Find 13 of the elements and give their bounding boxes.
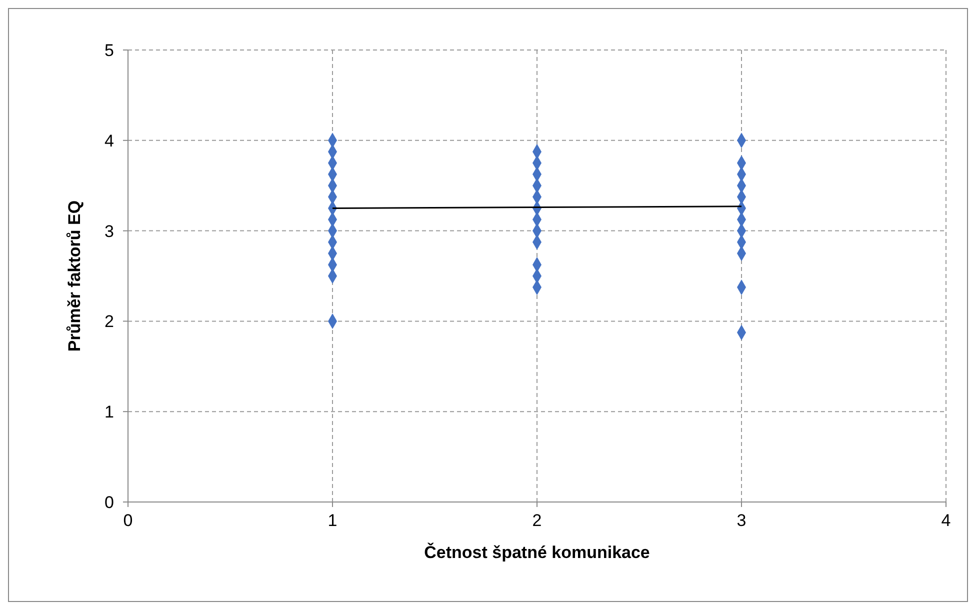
y-axis-title: Průměr faktorů EQ <box>65 200 84 352</box>
y-tick-label: 1 <box>104 402 114 422</box>
y-tick-label: 4 <box>104 131 114 150</box>
x-tick-label: 2 <box>532 511 542 530</box>
y-tick-label: 3 <box>104 222 114 241</box>
x-tick-label: 3 <box>736 511 746 530</box>
y-tick-label: 0 <box>104 493 114 512</box>
y-tick-label: 5 <box>104 41 114 60</box>
x-tick-label: 4 <box>941 511 951 530</box>
y-tick-label: 2 <box>104 312 114 332</box>
x-axis-title: Četnost špatné komunikace <box>424 542 650 562</box>
x-tick-label: 1 <box>328 511 338 530</box>
x-tick-label: 0 <box>123 511 133 530</box>
